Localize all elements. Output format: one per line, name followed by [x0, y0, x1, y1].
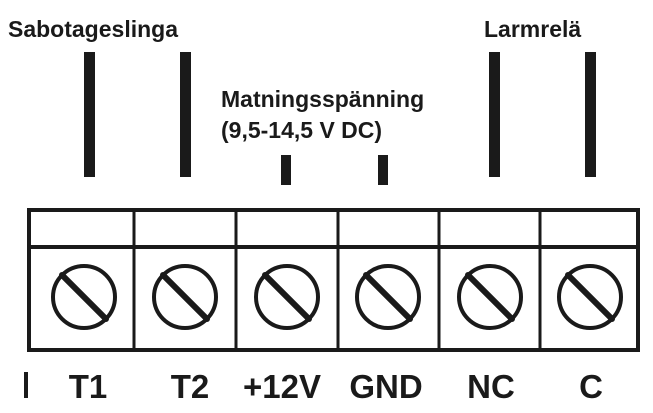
terminal-label-plus12v: +12V [243, 368, 321, 405]
screw-icon-gnd [355, 264, 421, 330]
screw-icon-t2 [152, 264, 218, 330]
tamper-loop-label: Sabotageslinga [8, 16, 178, 42]
screw-icon-plus12v [254, 264, 320, 330]
terminal-label-c: C [579, 368, 603, 405]
supply-voltage-label: Matningsspänning [221, 86, 424, 112]
wire-leads [84, 52, 596, 185]
wire-lead-plus12v [281, 155, 291, 185]
wire-lead-t2 [180, 52, 191, 177]
screw-icon-nc [457, 264, 523, 330]
terminal-block-outline [27, 208, 640, 352]
wire-lead-c [585, 52, 596, 177]
supply-voltage-range-label: (9,5-14,5 V DC) [221, 117, 382, 143]
terminal-label-t1: T1 [69, 368, 108, 405]
terminal-label-nc: NC [467, 368, 515, 405]
terminal-label-gnd: GND [349, 368, 422, 405]
wire-lead-gnd [378, 155, 388, 185]
wire-lead-nc [489, 52, 500, 177]
edge-tick-mark [24, 372, 28, 398]
terminal-label-t2: T2 [171, 368, 210, 405]
screw-icon-c [557, 264, 623, 330]
terminal-screws [51, 264, 623, 330]
screw-icon-t1 [51, 264, 117, 330]
wire-lead-t1 [84, 52, 95, 177]
alarm-relay-label: Larmrelä [484, 16, 581, 42]
terminal-block [27, 208, 640, 352]
